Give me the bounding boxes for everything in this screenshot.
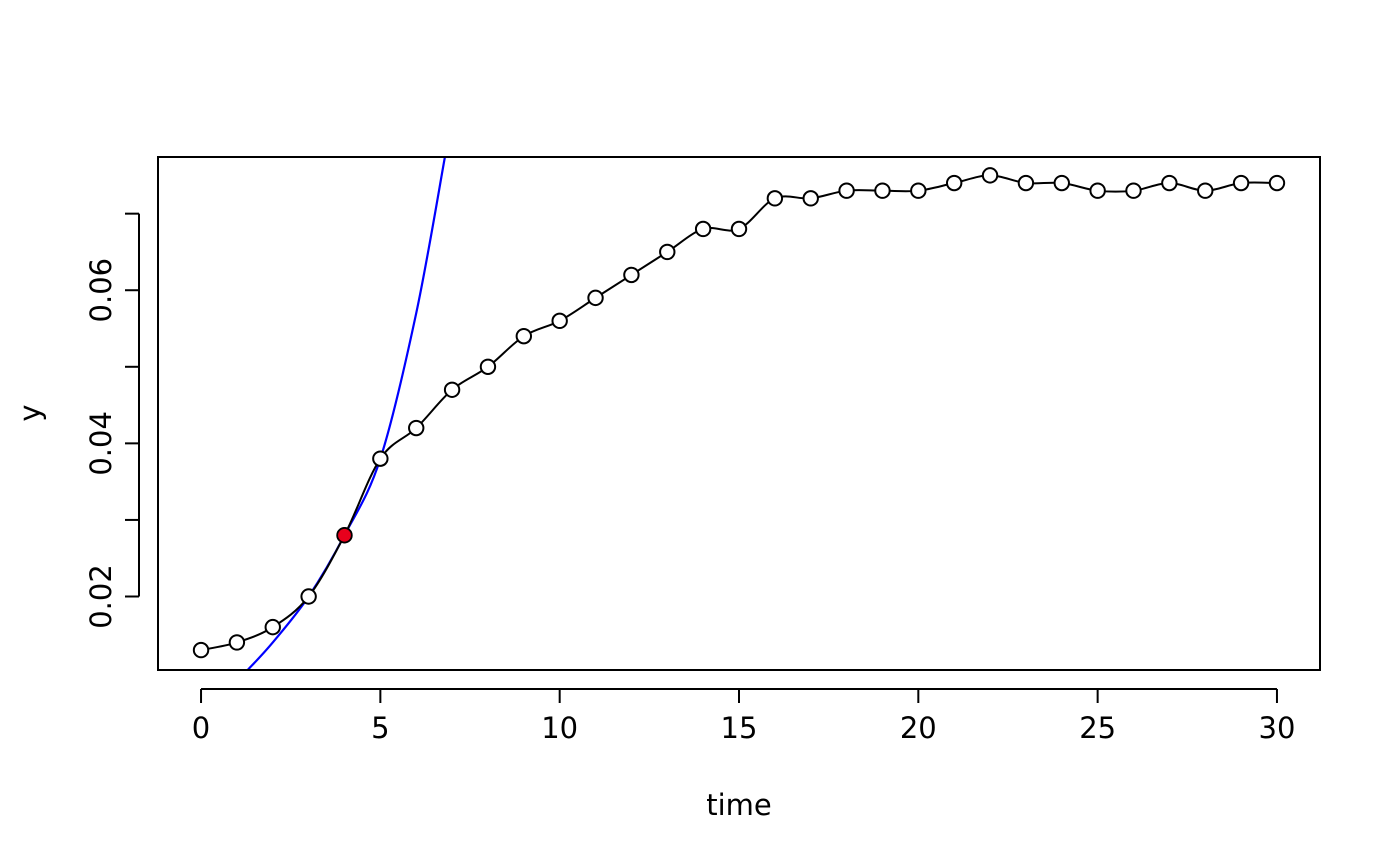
data-point	[479, 358, 497, 375]
data-point	[945, 174, 963, 192]
data-point	[730, 220, 748, 238]
data-point	[1125, 182, 1142, 199]
x-axis: 0 5 10 15 20 25 30	[192, 688, 1296, 745]
data-point	[264, 618, 281, 636]
data-point	[838, 182, 855, 199]
x-tick-label: 30	[1259, 711, 1296, 745]
data-point	[910, 182, 927, 199]
data-point	[551, 312, 568, 330]
highlight-point	[336, 527, 353, 544]
data-point	[300, 588, 317, 605]
data-point	[228, 634, 246, 651]
data-point	[372, 450, 389, 467]
y-axis: 0.02 0.04 0.06	[84, 212, 140, 629]
data-point	[659, 243, 676, 261]
data-point	[802, 190, 819, 207]
data-point	[694, 220, 712, 238]
data-points-layer	[192, 167, 1286, 659]
data-point	[1268, 174, 1286, 192]
highlight-layer	[336, 527, 353, 544]
data-point	[587, 289, 604, 307]
data-point	[623, 266, 640, 284]
data-point	[874, 182, 891, 199]
fit-curve	[246, 157, 446, 670]
data-point	[1053, 174, 1070, 192]
data-point	[1017, 174, 1035, 192]
data-point	[981, 167, 999, 184]
x-tick-label: 20	[900, 711, 937, 745]
data-point	[1161, 174, 1178, 192]
data-point	[1197, 182, 1214, 199]
x-tick-label: 0	[192, 711, 210, 745]
y-axis-label: y	[13, 404, 47, 421]
data-point	[408, 419, 425, 437]
data-point	[766, 190, 784, 207]
fit-curve-layer	[246, 157, 446, 670]
data-point	[192, 641, 210, 659]
y-tick-label: 0.06	[84, 258, 118, 323]
data-point	[515, 327, 533, 345]
y-tick-label: 0.04	[84, 411, 118, 476]
plot-frame	[157, 156, 1321, 671]
data-point	[1089, 182, 1106, 199]
x-tick-label: 25	[1079, 711, 1116, 745]
x-tick-label: 5	[371, 711, 389, 745]
x-tick-label: 15	[721, 711, 758, 745]
y-tick-label: 0.02	[84, 564, 118, 629]
x-axis-label: time	[706, 788, 772, 822]
data-point	[443, 381, 461, 398]
data-point	[1232, 174, 1250, 192]
x-tick-label: 10	[541, 711, 578, 745]
